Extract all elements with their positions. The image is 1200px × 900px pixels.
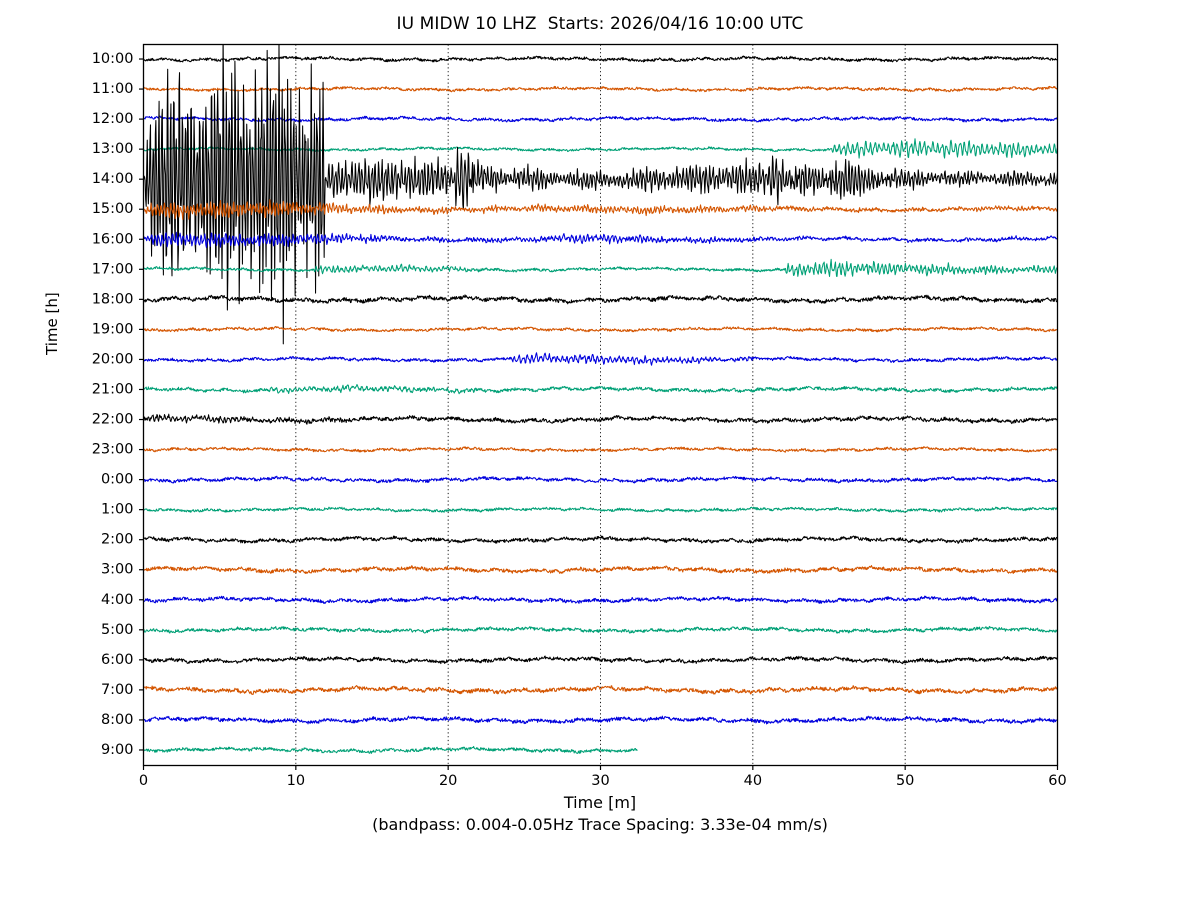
seismic-trace-12-00 [143, 115, 1058, 123]
y-tick-label: 13:00 [92, 141, 134, 157]
y-tick-label: 18:00 [92, 291, 134, 307]
y-tick-label: 23:00 [92, 442, 134, 458]
y-tick-label: 17:00 [92, 261, 134, 277]
y-tick-label: 8:00 [101, 712, 134, 728]
seismic-trace-4-00 [143, 595, 1058, 604]
y-tick-label: 9:00 [101, 742, 134, 758]
y-tick-label: 22:00 [92, 412, 134, 428]
y-tick-label: 19:00 [92, 321, 134, 337]
y-tick-label: 2:00 [101, 532, 134, 548]
x-tick-label: 40 [744, 773, 762, 789]
y-tick-label: 7:00 [101, 682, 134, 698]
seismic-trace-23-00 [143, 446, 1058, 453]
y-tick-label: 1:00 [101, 502, 134, 518]
y-tick-label: 14:00 [92, 171, 134, 187]
x-tick-label: 10 [287, 773, 305, 789]
seismic-trace-20-00 [143, 352, 1058, 366]
x-axis-ticks: 0 10 20 30 40 50 60 [139, 765, 1067, 789]
page-title: IU MIDW 10 LHZ Starts: 2026/04/16 10:00 … [396, 14, 804, 34]
seismic-trace-16-00 [143, 231, 1058, 248]
y-tick-label: 21:00 [92, 381, 134, 397]
y-tick-label: 4:00 [101, 592, 134, 608]
seismic-trace-22-00 [143, 413, 1058, 425]
gridlines [295, 44, 906, 766]
trace-group [143, 44, 1058, 754]
y-tick-label: 10:00 [92, 51, 134, 67]
seismic-trace-5-00 [143, 625, 1058, 634]
seismic-trace-17-00 [143, 258, 1058, 277]
seismic-trace-9-00 [143, 745, 638, 754]
seismic-trace-21-00 [143, 383, 1058, 395]
seismic-trace-19-00 [143, 325, 1058, 333]
seismic-trace-14-00 [143, 44, 1058, 345]
x-axis-sublabel: (bandpass: 0.004-0.05Hz Trace Spacing: 3… [372, 815, 828, 834]
y-tick-label: 5:00 [101, 622, 134, 638]
y-tick-label: 16:00 [92, 231, 134, 247]
y-tick-label: 15:00 [92, 201, 134, 217]
seismic-trace-3-00 [143, 565, 1058, 574]
seismic-trace-10-00 [143, 55, 1058, 63]
y-tick-label: 6:00 [101, 652, 134, 668]
x-tick-label: 20 [439, 773, 457, 789]
x-axis-label: Time [m] [563, 793, 637, 812]
y-tick-label: 3:00 [101, 562, 134, 578]
x-tick-label: 60 [1048, 773, 1066, 789]
seismic-trace-1-00 [143, 506, 1058, 513]
x-tick-label: 30 [591, 773, 609, 789]
x-tick-label: 0 [139, 773, 148, 789]
seismic-trace-18-00 [143, 294, 1058, 305]
y-tick-label: 12:00 [92, 111, 134, 127]
seismic-trace-11-00 [143, 85, 1058, 93]
seismic-trace-15-00 [143, 199, 1058, 220]
seismic-trace-8-00 [143, 715, 1058, 725]
seismic-trace-0-00 [143, 475, 1058, 484]
y-axis-ticks: 10:00 11:00 12:00 13:00 14:00 15:00 16:00 17:00… [92, 51, 144, 758]
seismic-trace-7-00 [143, 685, 1058, 695]
y-tick-label: 20:00 [92, 351, 134, 367]
seismic-trace-2-00 [143, 535, 1058, 544]
x-tick-label: 50 [896, 773, 914, 789]
y-tick-label: 11:00 [92, 81, 134, 97]
y-tick-label: 0:00 [101, 472, 134, 488]
seismic-trace-6-00 [143, 655, 1058, 665]
